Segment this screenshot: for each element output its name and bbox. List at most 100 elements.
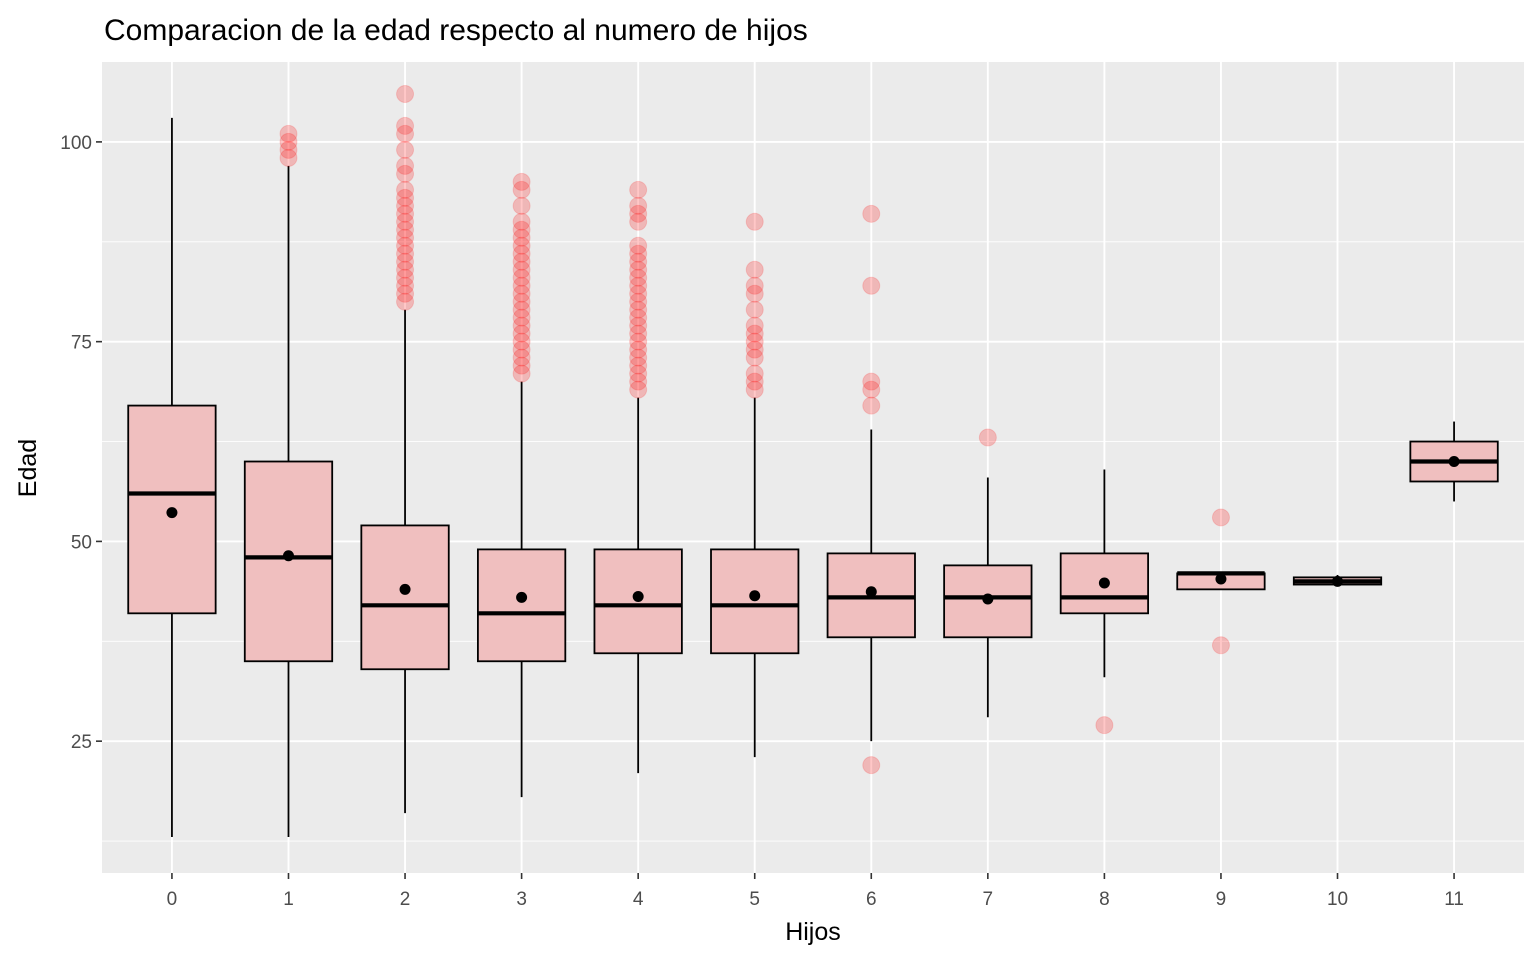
outlier-point	[745, 300, 764, 319]
y-tick-label: 25	[71, 732, 92, 753]
outlier-point	[512, 348, 531, 367]
outlier-point	[512, 244, 531, 263]
outlier-point	[512, 364, 531, 383]
outlier-point	[396, 204, 415, 223]
outlier-point	[396, 156, 415, 175]
outlier-point	[745, 276, 764, 295]
outlier-point	[745, 340, 764, 359]
outlier-point	[1095, 716, 1114, 735]
x-tick-label: 11	[1444, 889, 1464, 910]
outlier-point	[396, 180, 415, 199]
chart-title: Comparacion de la edad respecto al numer…	[104, 14, 808, 47]
outlier-point	[745, 324, 764, 343]
outlier-point	[862, 372, 881, 391]
outlier-point	[862, 396, 881, 415]
outlier-point	[629, 252, 648, 271]
outlier-point	[629, 244, 648, 263]
mean-point	[1448, 456, 1460, 468]
x-tick-label: 0	[167, 889, 178, 910]
outlier-point	[629, 300, 648, 319]
outlier-point	[396, 196, 415, 215]
outliers	[279, 84, 1230, 775]
outlier-point	[512, 276, 531, 295]
x-tick-label: 8	[1099, 889, 1110, 910]
outlier-point	[745, 260, 764, 279]
outlier-point	[396, 236, 415, 255]
x-tick-label: 7	[983, 889, 994, 910]
x-tick-label: 4	[633, 889, 644, 910]
x-tick-label: 3	[516, 889, 527, 910]
y-tick-label: 100	[60, 133, 92, 154]
outlier-point	[279, 124, 298, 143]
x-tick-label: 6	[866, 889, 877, 910]
outlier-point	[396, 212, 415, 231]
x-tick-label: 5	[749, 889, 760, 910]
outlier-point	[512, 196, 531, 215]
outlier-point	[745, 332, 764, 351]
outlier-point	[629, 356, 648, 375]
outlier-point	[512, 236, 531, 255]
y-tick-label: 50	[71, 532, 92, 553]
mean-point	[399, 583, 411, 595]
outlier-point	[862, 756, 881, 775]
outlier-point	[279, 140, 298, 159]
outlier-point	[279, 132, 298, 151]
box-iqr	[243, 460, 334, 663]
plot-panel	[102, 62, 1524, 873]
outlier-point	[745, 212, 764, 231]
mean-point	[749, 590, 761, 602]
outlier-point	[629, 316, 648, 335]
outlier-point	[512, 292, 531, 311]
outlier-point	[396, 292, 415, 311]
outlier-point	[512, 332, 531, 351]
outlier-point	[279, 148, 298, 167]
mean-point	[982, 593, 994, 605]
outlier-point	[512, 252, 531, 271]
outlier-point	[629, 380, 648, 399]
outlier-point	[978, 428, 997, 447]
outlier-point	[629, 340, 648, 359]
outlier-point	[512, 180, 531, 199]
x-tick-label: 9	[1216, 889, 1227, 910]
outlier-point	[629, 276, 648, 295]
outlier-point	[512, 172, 531, 191]
outlier-point	[512, 316, 531, 335]
outlier-point	[512, 284, 531, 303]
outlier-point	[396, 116, 415, 135]
box-iqr	[710, 548, 800, 655]
outlier-point	[629, 260, 648, 279]
boxes	[127, 117, 1499, 838]
mean-point	[516, 591, 528, 603]
outlier-point	[512, 356, 531, 375]
outlier-point	[629, 236, 648, 255]
outlier-point	[745, 372, 764, 391]
outlier-point	[396, 228, 415, 247]
outlier-point	[1211, 508, 1230, 527]
outlier-point	[512, 212, 531, 231]
outlier-point	[629, 204, 648, 223]
outlier-point	[396, 244, 415, 263]
y-axis-title: Edad	[14, 439, 42, 497]
outlier-point	[396, 140, 415, 159]
outlier-point	[396, 260, 415, 279]
outlier-point	[512, 268, 531, 287]
outlier-point	[396, 220, 415, 239]
outlier-point	[396, 268, 415, 287]
outlier-point	[1211, 636, 1230, 655]
y-tick-label: 75	[71, 333, 92, 354]
outlier-point	[396, 276, 415, 295]
outlier-point	[629, 292, 648, 311]
outlier-point	[629, 332, 648, 351]
box-iqr	[360, 524, 450, 671]
outlier-point	[629, 180, 648, 199]
outlier-point	[629, 372, 648, 391]
outlier-point	[745, 316, 764, 335]
outlier-point	[512, 260, 531, 279]
outlier-point	[629, 284, 648, 303]
outlier-point	[745, 284, 764, 303]
mean-point	[865, 586, 877, 598]
outlier-point	[629, 268, 648, 287]
outlier-point	[396, 124, 415, 143]
x-axis-title: Hijos	[785, 918, 841, 946]
mean-point	[166, 507, 178, 519]
